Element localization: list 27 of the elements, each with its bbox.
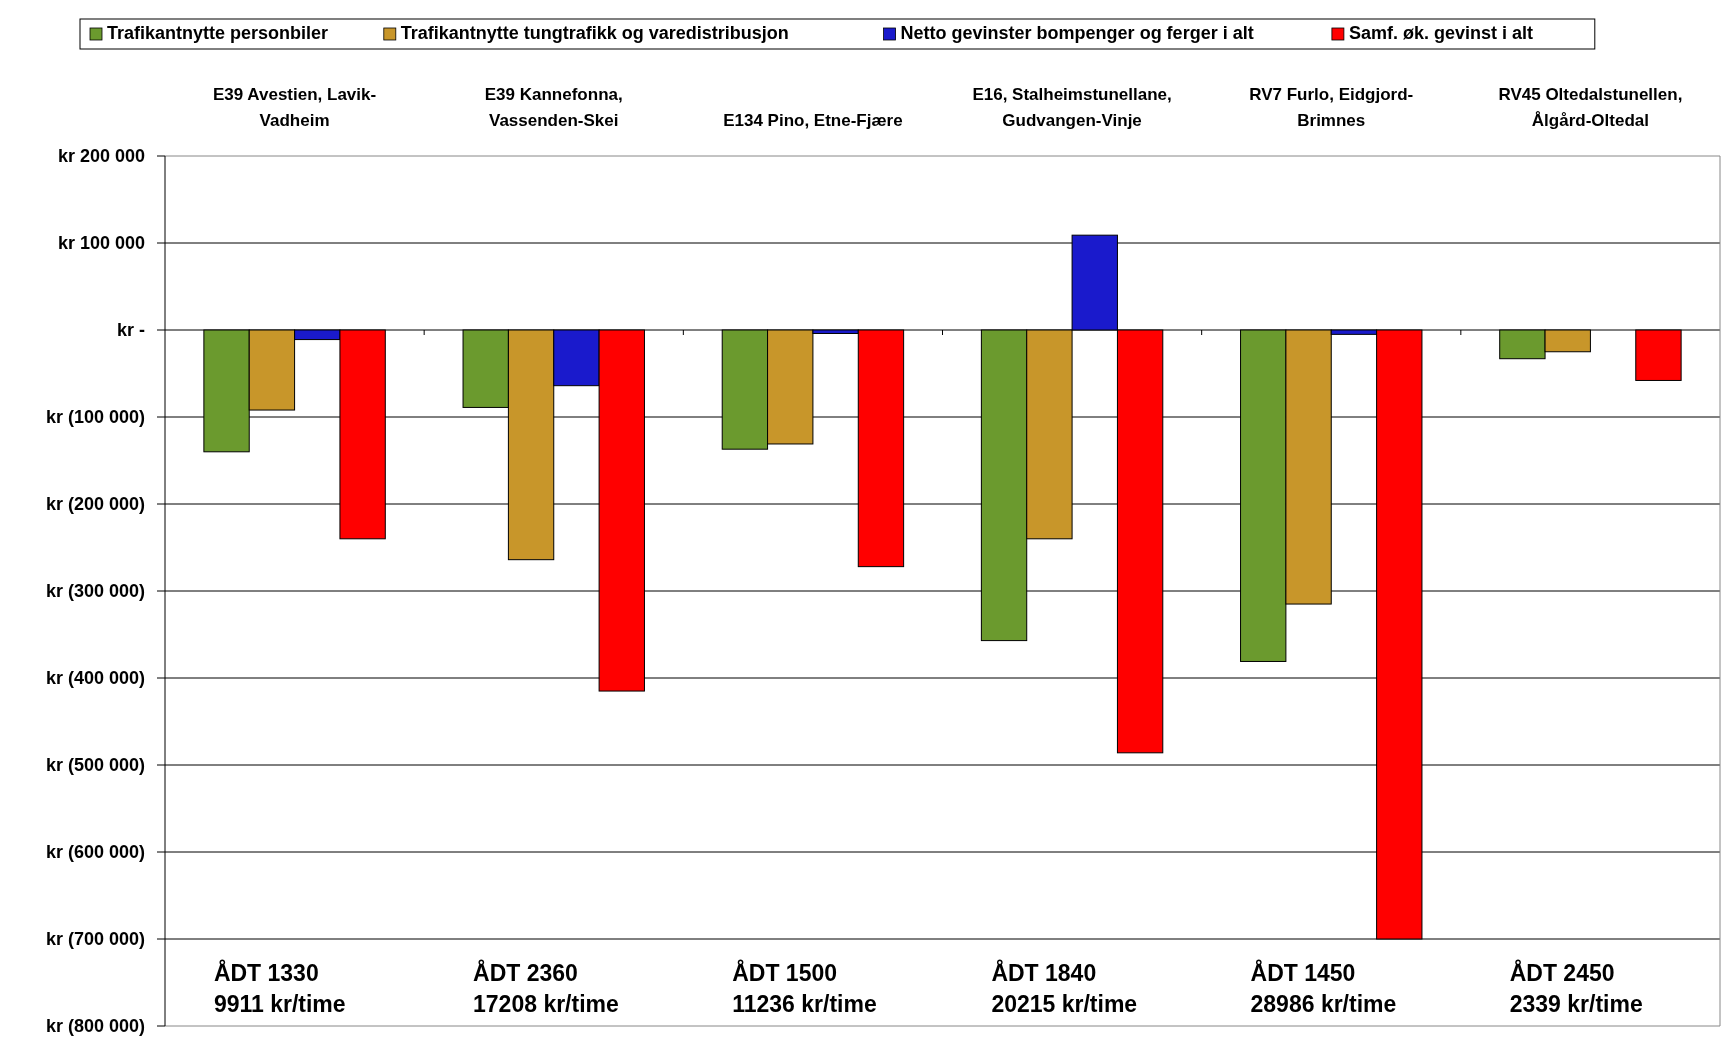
annotation: ÅDT 1450 28986 kr/time: [1250, 959, 1397, 1017]
y-tick-label: kr (300 000): [45, 581, 145, 602]
y-tick-label: kr (800 000): [45, 1016, 145, 1037]
y-tick-label: kr (100 000): [45, 407, 145, 428]
y-tick-label: kr (400 000): [45, 668, 145, 689]
annotation: ÅDT 1330 9911 kr/time: [213, 959, 346, 1017]
y-tick-label: kr (200 000): [45, 494, 145, 515]
x-tick-label: RV45 Oltedalstunellen, Ålgård-Oltedal: [1498, 85, 1683, 130]
x-tick-label: E39 Kannefonna, Vassenden-Skei: [484, 85, 623, 130]
y-tick-label: kr (600 000): [45, 842, 145, 863]
y-tick-label: kr 100 000: [57, 233, 145, 254]
x-tick-label: E39 Avestien, Lavik-Vadheim: [213, 85, 377, 130]
y-tick-label: kr -: [116, 320, 145, 341]
legend-label: Netto gevinster bompenger og ferger i alt: [900, 23, 1254, 43]
annotation: ÅDT 1840 20215 kr/time: [991, 959, 1138, 1017]
y-tick-label: kr (700 000): [45, 929, 145, 950]
legend-label: Samf. øk. gevinst i alt: [1348, 23, 1533, 43]
y-tick-label: kr 200 000: [57, 146, 145, 167]
legend-label: Trafikantnytte tungtrafikk og varedistribusjon: [400, 23, 789, 43]
annotation: ÅDT 2360 17208 kr/time: [473, 959, 619, 1017]
x-tick-label: E134 Pino, Etne-Fjære: [723, 111, 903, 130]
x-tick-label: RV7 Furlo, Eidgjord-Brimnes: [1249, 85, 1414, 130]
annotation: ÅDT 2450 2339 kr/time: [1509, 959, 1643, 1017]
legend-label: Trafikantnytte personbiler: [107, 23, 329, 43]
annotation: ÅDT 1500 11236 kr/time: [732, 959, 877, 1017]
y-tick-label: kr (500 000): [45, 755, 145, 776]
x-tick-label: E16, Stalheimstunellane, Gudvangen-Vinje: [972, 85, 1172, 130]
